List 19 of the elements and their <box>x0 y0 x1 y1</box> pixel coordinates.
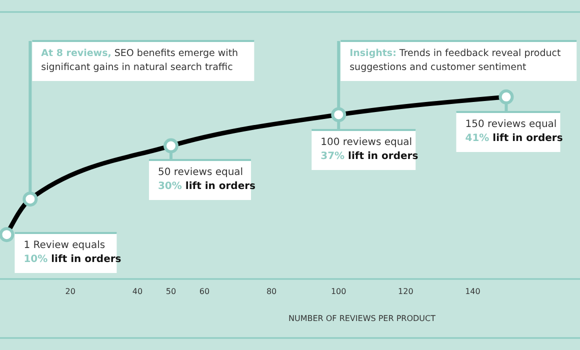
data-label: 41% lift in orders <box>465 133 563 144</box>
annotation: 150 reviews equal <box>465 119 557 130</box>
x-tick-label: 40 <box>132 287 143 296</box>
x-tick-label: 120 <box>398 287 414 296</box>
annotation: 1 Review equals <box>24 240 106 251</box>
x-tick-label: 20 <box>65 287 76 296</box>
text: At 8 reviews, SEO benefits emerge with significant gains in natural search traffic <box>41 48 238 73</box>
data-label: 10% lift in orders <box>24 254 122 265</box>
x-tick-label: 80 <box>266 287 277 296</box>
text: Insights: Trends in feedback reveal product suggestions and customer sentiment <box>350 48 562 73</box>
annotation: 50 reviews equal <box>158 167 244 178</box>
data-label: 37% lift in orders <box>320 151 418 162</box>
x-axis-title: NUMBER OF REVIEWS PER PRODUCT <box>288 314 436 323</box>
x-tick-label: 140 <box>465 287 480 296</box>
x-tick-label: 100 <box>330 287 346 296</box>
x-tick-label: 60 <box>199 287 210 296</box>
x-tick-label: 50 <box>166 287 176 296</box>
data-label: 30% lift in orders <box>158 181 256 192</box>
annotation: 100 reviews equal <box>320 137 412 148</box>
